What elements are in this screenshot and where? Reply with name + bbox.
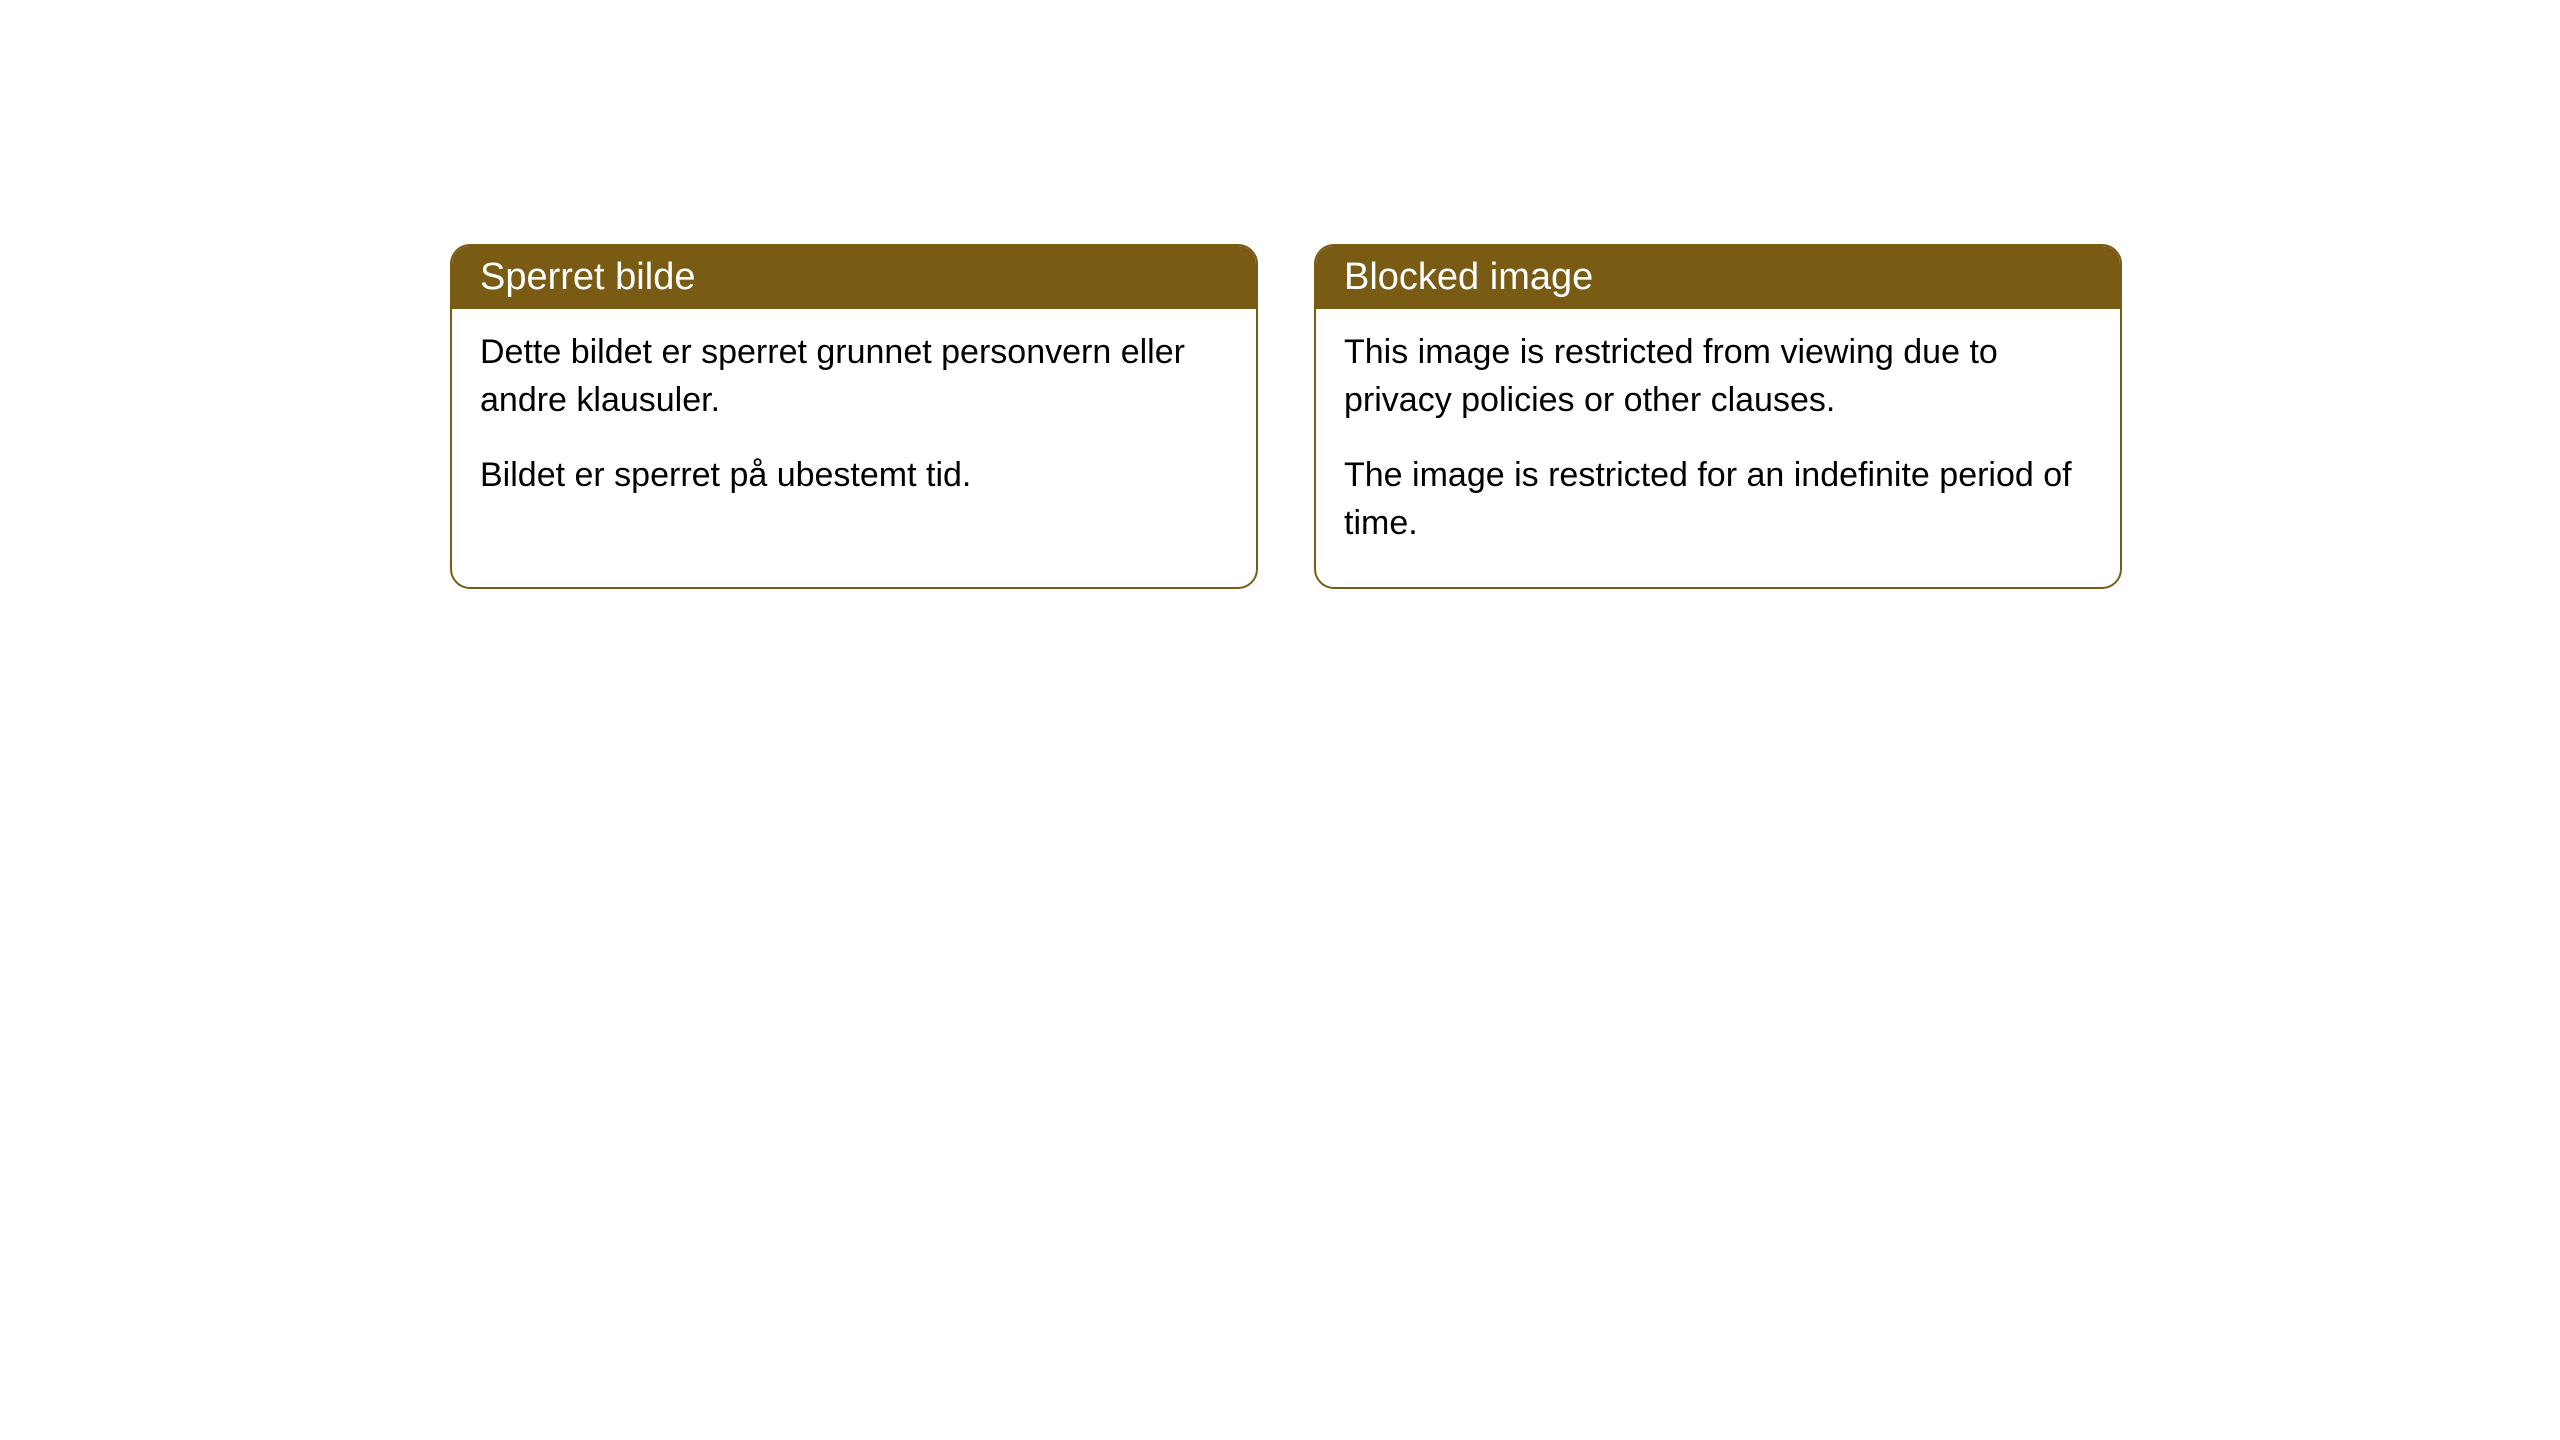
card-header-english: Blocked image — [1316, 246, 2120, 309]
notice-cards-container: Sperret bilde Dette bildet er sperret gr… — [450, 244, 2122, 589]
card-paragraph-1-english: This image is restricted from viewing du… — [1344, 329, 2092, 424]
card-title-norwegian: Sperret bilde — [480, 256, 695, 298]
card-paragraph-2-english: The image is restricted for an indefinit… — [1344, 452, 2092, 547]
card-body-english: This image is restricted from viewing du… — [1316, 309, 2120, 587]
blocked-image-card-english: Blocked image This image is restricted f… — [1314, 244, 2122, 589]
blocked-image-card-norwegian: Sperret bilde Dette bildet er sperret gr… — [450, 244, 1258, 589]
card-title-english: Blocked image — [1344, 256, 1593, 298]
card-paragraph-1-norwegian: Dette bildet er sperret grunnet personve… — [480, 329, 1228, 424]
card-body-norwegian: Dette bildet er sperret grunnet personve… — [452, 309, 1256, 540]
card-paragraph-2-norwegian: Bildet er sperret på ubestemt tid. — [480, 452, 1228, 500]
card-header-norwegian: Sperret bilde — [452, 246, 1256, 309]
